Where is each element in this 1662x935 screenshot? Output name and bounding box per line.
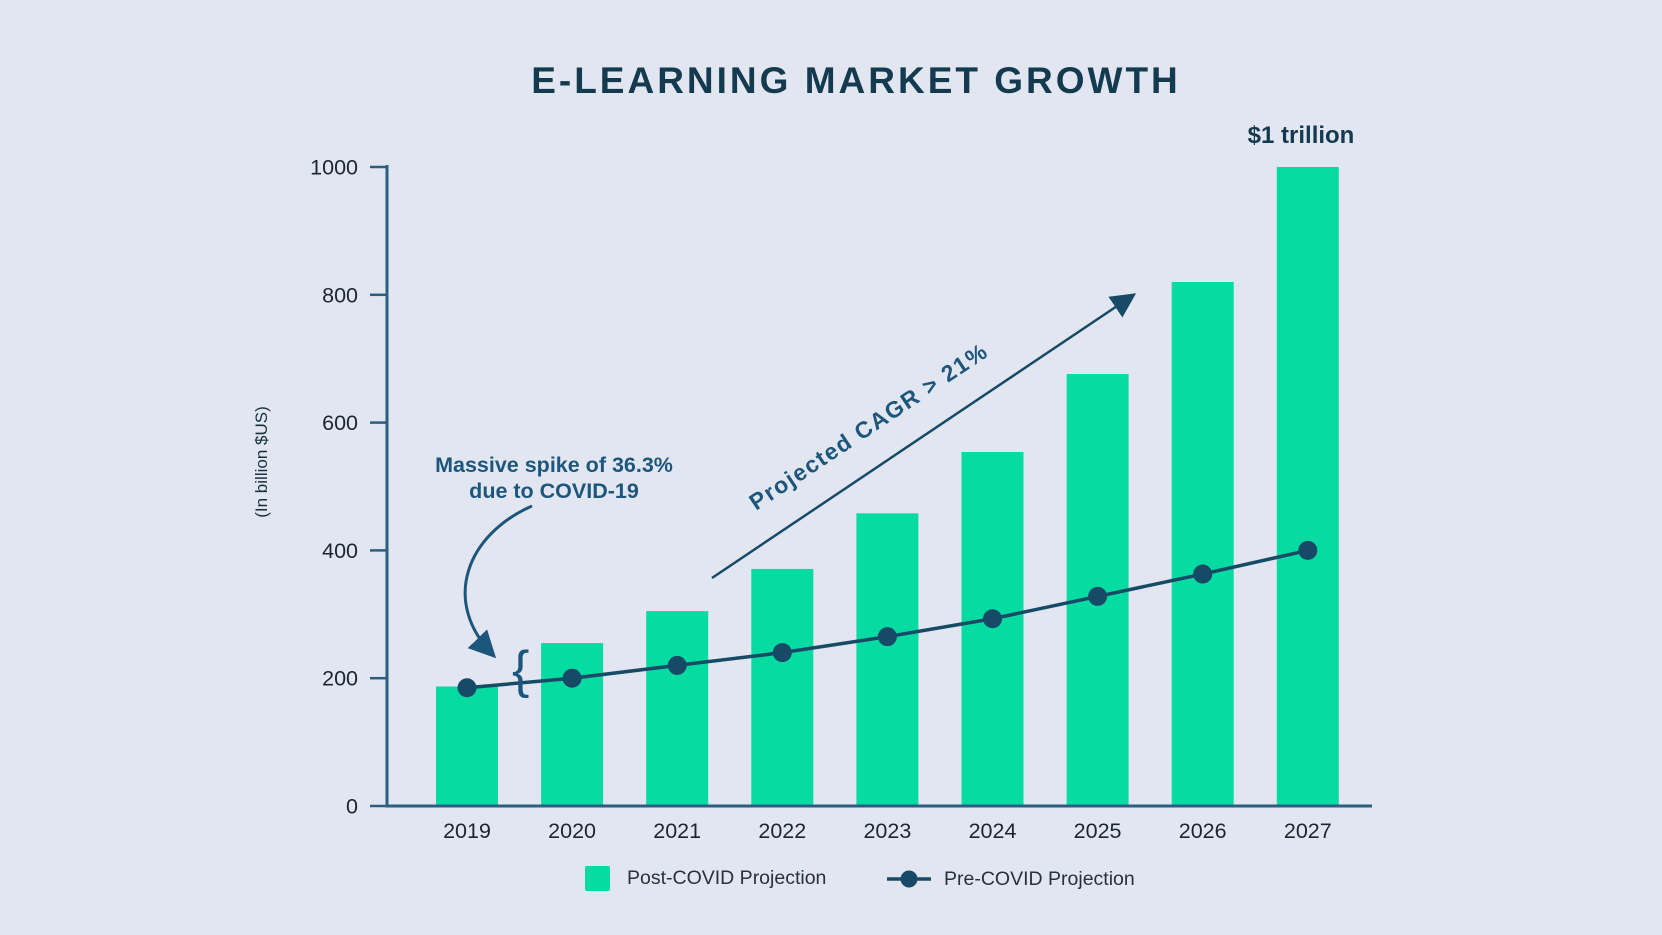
bar-2023 [856, 513, 919, 806]
line-point-2022 [772, 643, 792, 663]
legend-item-pre-covid: Pre-COVID Projection [886, 866, 1135, 892]
x-label-2025: 2025 [1074, 819, 1122, 843]
y-tick-label: 600 [322, 411, 358, 435]
post-covid-label: Post-COVID Projection [627, 867, 827, 889]
x-label-2020: 2020 [548, 819, 596, 843]
line-point-2019 [457, 678, 477, 698]
cagr-arrow-line [711, 293, 1137, 580]
x-label-2026: 2026 [1179, 819, 1227, 843]
bar-2021 [646, 611, 709, 806]
y-axis: 0 200 400 600 800 1000 [310, 156, 389, 819]
line-point-2024 [983, 609, 1002, 629]
x-label-2024: 2024 [969, 819, 1017, 843]
bars [436, 167, 1339, 806]
x-label-2022: 2022 [758, 819, 806, 843]
x-axis: 2019 2020 2021 2022 2023 2024 2025 2026 2027 [385, 804, 1372, 843]
line-point-2026 [1193, 564, 1213, 584]
spike-arrow [463, 504, 533, 659]
legend-item-post-covid: Post-COVID Projection [585, 866, 826, 891]
x-label-2021: 2021 [653, 819, 701, 843]
spike-annotation-line2: due to COVID-19 [469, 479, 639, 503]
trillion-label: $1 trillion [1247, 122, 1355, 149]
line-point-2023 [877, 627, 897, 647]
spike-brace: { [512, 641, 529, 699]
cagr-arrow [711, 293, 1137, 580]
line-point-2025 [1088, 586, 1108, 606]
line-point-2021 [667, 655, 687, 675]
spike-annotation-line1: Massive spike of 36.3% [435, 453, 673, 477]
y-tick-label: 1000 [310, 156, 358, 180]
bar-2027 [1276, 167, 1339, 806]
y-tick-label: 200 [322, 667, 358, 691]
bar-2026 [1171, 282, 1234, 806]
bar-2022 [751, 568, 814, 806]
y-tick-label: 800 [322, 283, 358, 307]
x-label-2027: 2027 [1284, 819, 1332, 843]
pre-covid-line [457, 540, 1318, 698]
post-covid-swatch [585, 866, 610, 891]
chart-title: E-LEARNING MARKET GROWTH [531, 60, 1181, 101]
x-label-2023: 2023 [863, 819, 911, 843]
pre-covid-marker [887, 870, 931, 888]
y-tick-label: 400 [322, 539, 358, 563]
spike-annotation: Massive spike of 36.3% due to COVID-19 [435, 452, 673, 504]
x-label-2019: 2019 [443, 819, 491, 843]
y-axis-title: (In billion $US) [252, 406, 271, 518]
line-point-2027 [1298, 540, 1318, 560]
spike-arrow-path [463, 504, 533, 659]
bar-2024 [961, 451, 1024, 806]
line-point-2020 [562, 668, 582, 688]
cagr-annotation: Projected CAGR > 21% [744, 338, 992, 516]
bar-2019 [436, 686, 498, 806]
bar-2020 [541, 643, 604, 806]
pre-covid-label: Pre-COVID Projection [944, 867, 1135, 890]
y-tick-label: 0 [346, 795, 358, 819]
